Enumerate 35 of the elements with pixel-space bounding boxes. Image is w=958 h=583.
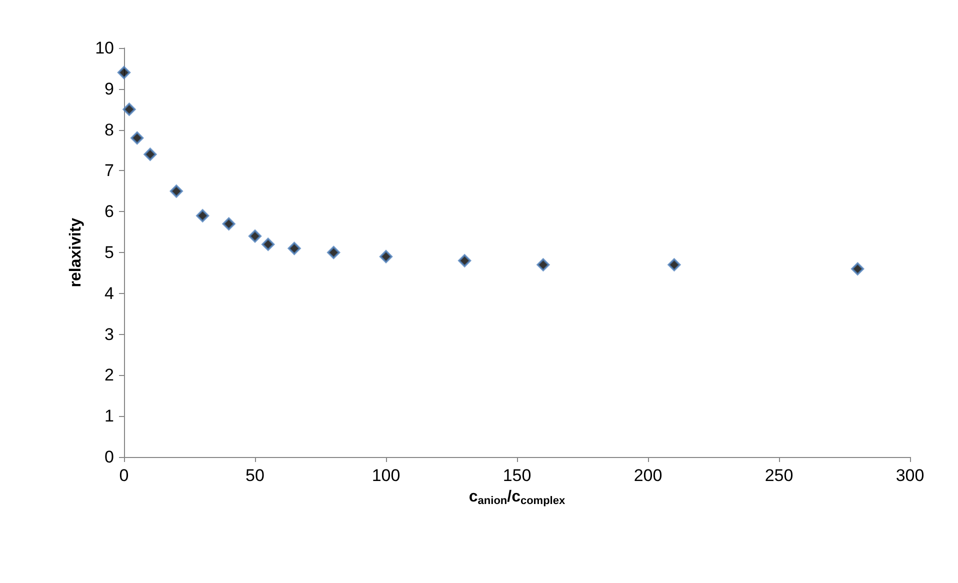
point: [288, 242, 301, 255]
point: [222, 217, 236, 230]
x-tick-label: 200: [634, 466, 662, 485]
y-tick-label: 2: [104, 366, 114, 385]
point: [668, 258, 681, 272]
point: [144, 148, 157, 161]
point: [130, 131, 144, 144]
y-tick-label: 10: [95, 38, 114, 58]
y-tick-label: 9: [104, 79, 114, 98]
y-tick-label: 0: [104, 448, 114, 466]
x-tick-label: 100: [372, 466, 400, 485]
y-tick-label: 8: [104, 120, 114, 140]
point: [380, 250, 392, 264]
point: [458, 254, 472, 268]
point: [196, 209, 210, 222]
y-tick-label: 6: [104, 202, 114, 222]
y-tick-label: 1: [104, 406, 114, 426]
x-tick-label: 50: [246, 466, 264, 485]
point: [262, 238, 275, 251]
x-tick-label: 250: [764, 466, 794, 485]
x-tick-label: 300: [896, 466, 924, 485]
y-tick-label: 7: [104, 161, 114, 180]
point: [122, 102, 136, 116]
point: [851, 262, 864, 276]
x-tick-label: 0: [119, 466, 129, 485]
point: [248, 230, 262, 243]
y-axis-title: relaxivity: [68, 218, 84, 288]
y-tick-label: 4: [104, 284, 114, 303]
point: [536, 258, 550, 272]
point: [327, 246, 340, 259]
point: [170, 184, 183, 198]
point: [118, 66, 130, 80]
x-tick-label: 150: [502, 466, 532, 485]
y-tick-label: 5: [104, 243, 114, 262]
y-tick-label: 3: [104, 324, 114, 344]
